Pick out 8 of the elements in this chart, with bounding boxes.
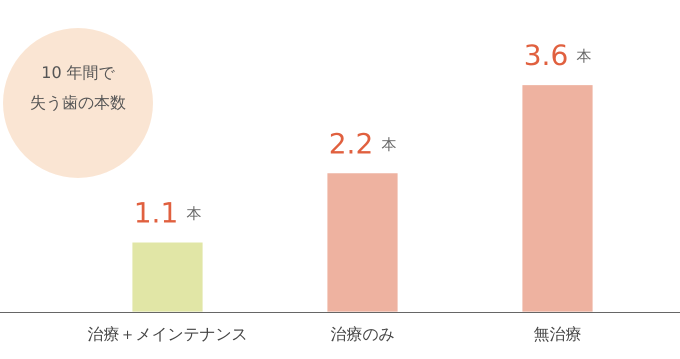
- text: 失う歯の本数: [29, 92, 127, 114]
- data-label: 1.1 本: [134, 196, 202, 230]
- x-tick-label: 無治療: [534, 324, 582, 344]
- data-label: 2.2 本: [328, 127, 396, 160]
- x-tick-label: 治療のみ: [330, 324, 394, 344]
- data-label: 3.6 本: [524, 39, 592, 72]
- x-tick-label: 治療＋メインテナンス: [88, 324, 248, 344]
- chart-title: 10 年間で: [40, 62, 116, 84]
